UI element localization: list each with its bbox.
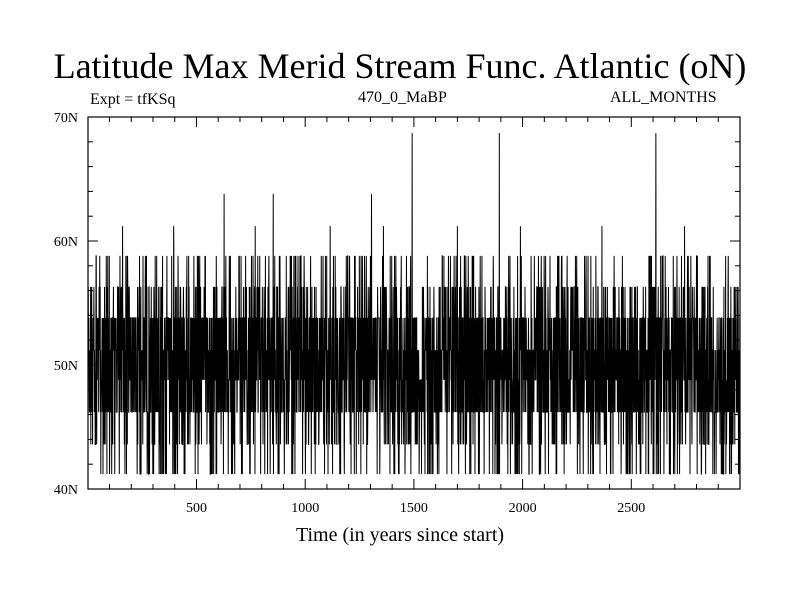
experiment-label: Expt = tfKSq — [90, 91, 176, 108]
y-tick-label: 50N — [54, 359, 78, 374]
x-tick-label: 1500 — [400, 501, 428, 516]
x-tick-label: 2500 — [617, 501, 645, 516]
x-tick-label: 500 — [186, 501, 207, 516]
series-line — [87, 133, 741, 475]
x-axis-label: Time (in years since start) — [295, 524, 505, 546]
series-layer — [87, 133, 741, 475]
x-tick-label: 1000 — [291, 501, 319, 516]
months-label: ALL_MONTHS — [610, 89, 717, 106]
y-tick-label: 70N — [54, 111, 78, 126]
y-tick-label: 40N — [54, 483, 78, 498]
tick-layer: 500 1000 1500 2000 2500 40N 50N 60N 70N — [54, 111, 740, 516]
chart-title: Latitude Max Merid Stream Func. Atlantic… — [53, 46, 747, 86]
run-label: 470_0_MaBP — [358, 89, 447, 106]
plot-frame — [87, 116, 741, 490]
x-tick-label: 2000 — [509, 501, 537, 516]
y-tick-label: 60N — [54, 235, 78, 250]
